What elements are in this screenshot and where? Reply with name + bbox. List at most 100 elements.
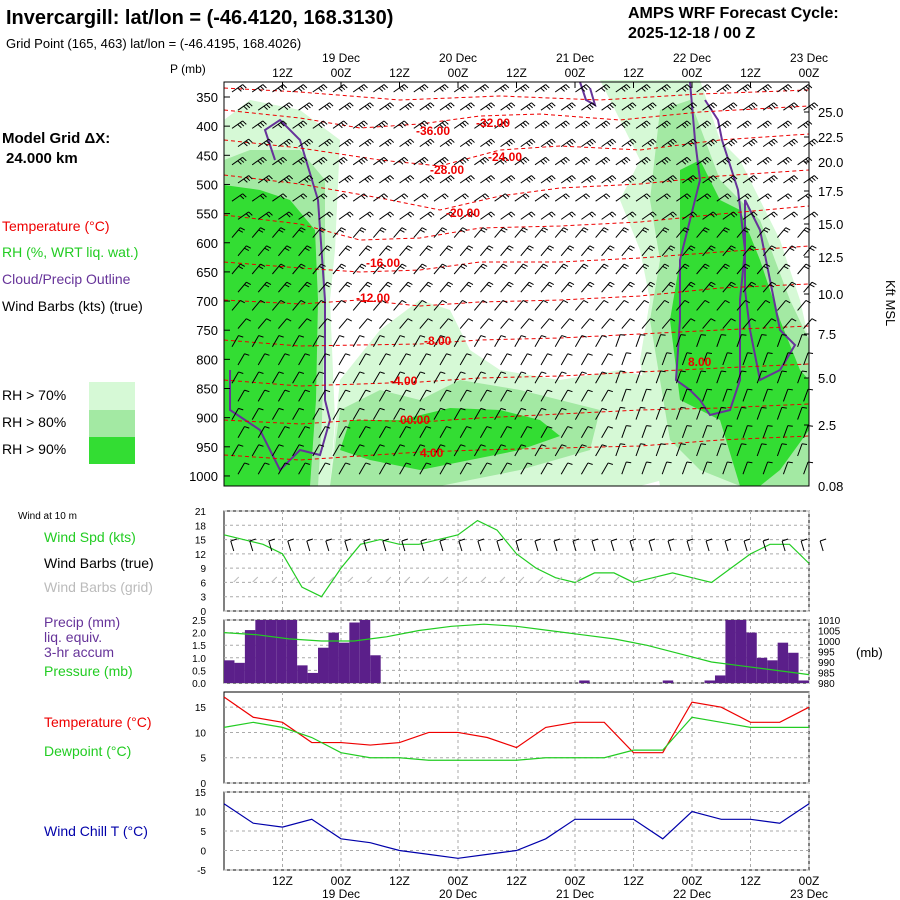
wind-barb [682, 281, 696, 293]
model-grid-title: Model Grid ΔX: [2, 130, 110, 147]
wind-barb [358, 138, 374, 148]
wind-barb [379, 211, 395, 220]
wind-barb [453, 407, 466, 420]
wind-barb [803, 281, 817, 293]
wind-barb [393, 120, 409, 129]
wind-barb [635, 156, 651, 166]
precip-label: Precip (mm) [44, 614, 120, 630]
wind-barb [480, 245, 494, 257]
temperature-contour [223, 283, 810, 307]
temperature-contour-label: 00.00 [400, 413, 430, 427]
wind-barb [675, 370, 686, 384]
wind-barb [312, 193, 328, 202]
panel-tick-label: -5 [197, 866, 206, 877]
wind-barb [722, 175, 738, 184]
surface-wind-barb [800, 538, 808, 552]
wind-barb [635, 334, 646, 347]
wind-barb [520, 462, 533, 475]
height-tick-label: 7.5 [818, 327, 836, 342]
wind-barb [358, 175, 374, 184]
wind-barb [500, 426, 513, 439]
wind-barb [278, 281, 292, 293]
wind-barb [716, 334, 727, 347]
temperature-contour [223, 363, 810, 387]
time-tick-label: 12Z [506, 66, 527, 80]
precip-bar [349, 622, 360, 683]
wind-barbs-true-label: Wind Barbs (true) [44, 555, 154, 571]
wind-barb [722, 281, 736, 293]
wind-barb [601, 318, 615, 329]
wind-barb [439, 138, 455, 148]
wind-barb [399, 211, 415, 220]
surface-wind-barb [686, 538, 694, 552]
wind-barb [696, 406, 707, 420]
wind-barb [352, 300, 367, 311]
temperature-contour-label: -20.00 [446, 206, 480, 220]
wind-barb [560, 245, 575, 257]
wind-barb [298, 102, 314, 111]
wind-barb [474, 84, 490, 93]
grid-wind-barb [556, 576, 563, 583]
wind-barb [641, 138, 657, 148]
wind-barb [338, 102, 354, 111]
panel-tick-label: 18 [195, 521, 207, 532]
wind-barb [352, 193, 368, 202]
wind-barb [621, 388, 632, 402]
wind-barb [595, 335, 608, 348]
surface-wind-barb [591, 538, 599, 552]
wind-barb [494, 371, 507, 384]
pressure-tick-label: 550 [196, 207, 218, 222]
model-grid-value: 24.000 km [6, 150, 78, 167]
wind-barb [514, 300, 528, 311]
wind-barb [514, 407, 527, 420]
wind-barb [277, 353, 290, 366]
precip-bar [798, 680, 809, 683]
wind-barb [736, 443, 747, 457]
wind-barb [601, 389, 614, 402]
wind-barb [453, 263, 468, 275]
panel-tick-label: 1.0 [192, 654, 206, 665]
wind-barb [231, 444, 244, 457]
wind-barb [278, 318, 292, 329]
wind-barb [373, 300, 387, 311]
wind-barb [756, 406, 767, 420]
wind-barb [682, 211, 698, 220]
wind-barb [661, 102, 677, 111]
wind-barb [378, 353, 391, 366]
legend-rh90-swatch [89, 437, 135, 464]
wind-barb [378, 462, 391, 475]
wind-barb [338, 318, 352, 329]
wind-barb [696, 227, 710, 238]
wind-barb [722, 461, 733, 475]
grid-wind-barb [461, 576, 468, 583]
wind-barb [494, 193, 510, 202]
wind-barb [641, 281, 655, 293]
wind-barb [534, 407, 547, 420]
precip-bar [276, 620, 287, 683]
wind-barb [641, 245, 655, 257]
wind-barb [413, 120, 429, 129]
surface-wind-barb [287, 538, 294, 552]
wind-barb [595, 120, 611, 129]
wind-barb [332, 300, 346, 311]
wind-barb [257, 462, 270, 475]
wind-barb [595, 444, 608, 457]
wind-barb [312, 444, 325, 457]
precip-bar [788, 652, 799, 683]
pressure-tick-label: 980 [818, 679, 835, 690]
wind-barb [500, 138, 516, 148]
wind-barb [736, 227, 750, 238]
wind-barb [595, 84, 611, 93]
grid-point-label: Grid Point (165, 463) lat/lon = (-46.419… [6, 36, 301, 51]
panel-tick-label: 6 [200, 578, 206, 589]
wind-barb [615, 120, 631, 129]
wind-barb [742, 318, 756, 329]
grid-wind-barb [594, 576, 601, 583]
time-tick-label: 12Z [740, 66, 761, 80]
wind-barb [271, 407, 284, 420]
wind-barb [292, 300, 306, 311]
date-label: 19 Dec [322, 887, 360, 900]
wind-barb [413, 227, 427, 238]
wind-barb [459, 281, 474, 293]
